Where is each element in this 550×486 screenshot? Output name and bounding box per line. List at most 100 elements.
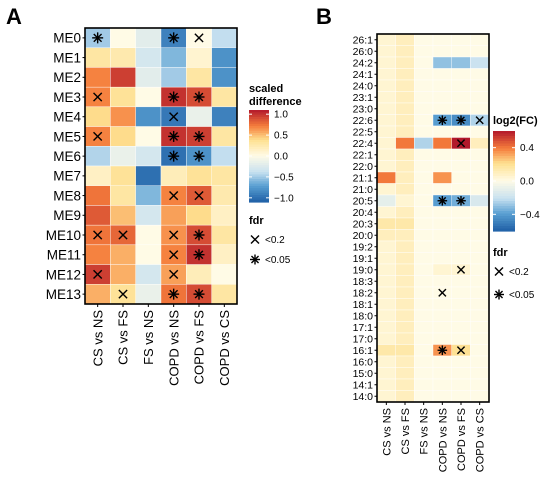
cell-22:5-COPD-vs-CS — [470, 125, 490, 138]
panel-a-heatmap: ME0 ME1 ME2 ME3 ME4 ME5 ME6 ME7 ME8 ME9 ME10 ME11 ME… — [46, 27, 302, 386]
row-label: 16:0 — [353, 357, 374, 369]
cell-18:2-COPD-vs-CS — [470, 286, 490, 299]
row-label: ME12 — [46, 267, 81, 282]
cell-ME7-COPD-vs-FS — [186, 165, 212, 186]
cell-ME13-FS-vs-NS — [135, 284, 162, 305]
fdr-star-mark — [168, 288, 180, 300]
fdr-legend-label: <0.2 — [509, 267, 529, 278]
row-label: 26:1 — [353, 35, 374, 47]
cell-ME4-CS-vs-FS — [110, 106, 136, 127]
cell-18:2-FS-vs-NS — [414, 286, 434, 299]
cell-18:0-COPD-vs-CS — [470, 309, 490, 322]
cell-ME6-CS-vs-FS — [110, 146, 136, 167]
cell-ME5-COPD-vs-CS — [211, 126, 238, 147]
column-label: COPD vs CS — [475, 408, 487, 472]
cell-17:0-CS-vs-FS — [395, 332, 415, 345]
cell-24:0-COPD-vs-FS — [451, 79, 471, 92]
cell-ME10-COPD-vs-CS — [211, 224, 238, 246]
colorbar-title: scaled — [249, 83, 283, 95]
cell-17:0-COPD-vs-FS — [451, 332, 471, 345]
cell-ME2-CS-vs-FS — [110, 67, 136, 88]
cell-19:1-CS-vs-NS — [376, 252, 396, 265]
cell-18:1-CS-vs-FS — [395, 298, 415, 311]
cell-19:2-CS-vs-NS — [376, 240, 396, 253]
cell-ME9-COPD-vs-CS — [211, 205, 238, 226]
cell-18:3-CS-vs-FS — [395, 275, 415, 288]
cell-14:0-FS-vs-NS — [414, 390, 434, 403]
row-label: 21:1 — [353, 173, 374, 185]
colorbar-segment — [249, 172, 269, 175]
colorbar-segment — [493, 158, 515, 162]
colorbar-segment — [249, 151, 269, 155]
cell-19:1-COPD-vs-NS — [432, 252, 452, 265]
colorbar-segment — [249, 142, 269, 146]
row-label: 20:5 — [353, 196, 374, 208]
cell-ME3-COPD-vs-CS — [211, 86, 238, 108]
colorbar-segment — [493, 146, 515, 150]
column-label: COPD vs CS — [217, 310, 232, 386]
cell-19:1-CS-vs-FS — [395, 252, 415, 265]
colorbar-segment — [493, 176, 515, 180]
fdr-legend-title: fdr — [249, 215, 264, 227]
cell-ME12-COPD-vs-CS — [211, 264, 238, 285]
row-label: ME8 — [53, 188, 81, 203]
colorbar-segment — [493, 168, 515, 172]
fdr-legend-star-icon — [494, 289, 504, 300]
cell-ME7-COPD-vs-NS — [160, 165, 187, 186]
cell-23:0-COPD-vs-FS — [451, 102, 471, 115]
row-label: 26:0 — [353, 46, 374, 58]
cell-20:0-COPD-vs-FS — [451, 229, 471, 242]
fdr-star-mark — [92, 32, 104, 44]
column-label: CS vs FS — [116, 310, 131, 365]
colorbar-segment — [249, 162, 269, 166]
cell-ME6-COPD-vs-CS — [211, 146, 238, 167]
cell-ME9-COPD-vs-FS — [186, 205, 212, 226]
row-label: ME0 — [53, 31, 81, 46]
cell-18:3-COPD-vs-CS — [470, 275, 490, 288]
cell-20:0-COPD-vs-CS — [470, 229, 490, 242]
cell-24:0-COPD-vs-NS — [432, 79, 452, 92]
cell-ME0-CS-vs-FS — [110, 27, 136, 48]
cell-24:1-COPD-vs-NS — [432, 68, 452, 81]
colorbar-segment — [493, 163, 515, 167]
fdr-star-mark — [193, 130, 205, 142]
cell-22:0-CS-vs-NS — [376, 160, 396, 173]
colorbar-segment — [249, 123, 269, 127]
colorbar-segment — [493, 151, 515, 155]
cell-26:0-CS-vs-NS — [376, 45, 396, 58]
cell-ME8-CS-vs-FS — [110, 185, 136, 206]
fdr-cross-mark — [169, 112, 179, 122]
colorbar-segment — [493, 196, 515, 200]
cell-18:1-FS-vs-NS — [414, 298, 434, 311]
cell-26:0-COPD-vs-CS — [470, 45, 490, 58]
column-label: CS vs NS — [90, 310, 105, 367]
colorbar-segment — [249, 197, 269, 201]
cell-19:2-FS-vs-NS — [414, 240, 434, 253]
cell-24:0-FS-vs-NS — [414, 79, 434, 92]
cell-21:0-COPD-vs-NS — [432, 183, 452, 196]
cell-19:1-FS-vs-NS — [414, 252, 434, 265]
column-label: FS vs NS — [141, 310, 156, 365]
colorbar-segment — [493, 136, 515, 140]
colorbar-segment — [249, 130, 269, 134]
column-label: COPD vs NS — [437, 408, 449, 472]
colorbar-segment — [249, 149, 269, 152]
heatmap-border — [376, 33, 490, 403]
cell-17:0-COPD-vs-CS — [470, 332, 490, 345]
colorbar-segment — [493, 198, 515, 202]
cell-21:0-CS-vs-FS — [395, 183, 415, 196]
colorbar-segment — [493, 193, 515, 197]
cell-14:1-COPD-vs-FS — [451, 378, 471, 391]
fdr-cross-mark — [456, 346, 466, 355]
cell-18:1-CS-vs-NS — [376, 298, 396, 311]
colorbar-segment — [493, 188, 515, 192]
row-label: 20:0 — [353, 230, 374, 242]
cell-18:1-COPD-vs-FS — [451, 298, 471, 311]
fdr-star-mark — [168, 130, 180, 142]
cell-ME5-FS-vs-NS — [135, 126, 162, 147]
colorbar-segment — [249, 126, 269, 129]
fdr-star-mark — [168, 150, 180, 162]
fdr-legend-star-icon — [250, 254, 260, 265]
row-label: 22:6 — [353, 115, 374, 127]
